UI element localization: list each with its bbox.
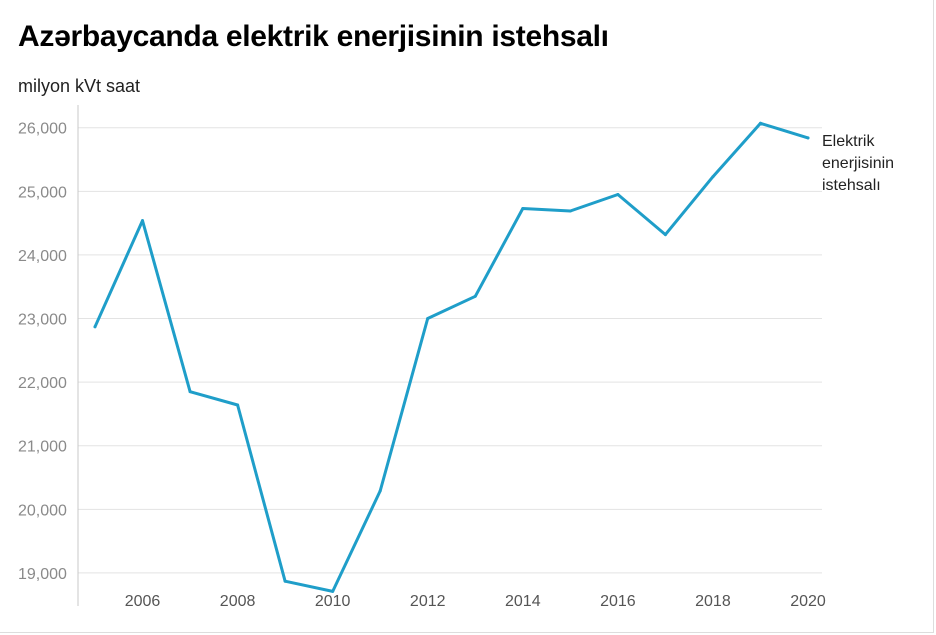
x-tick-label: 2008 xyxy=(220,593,256,610)
y-tick-label: 24,000 xyxy=(18,248,67,265)
data-point xyxy=(758,121,762,125)
x-tick-label: 2018 xyxy=(695,593,731,610)
data-point xyxy=(473,294,477,298)
x-tick-label: 2016 xyxy=(600,593,636,610)
x-tick-label: 2012 xyxy=(410,593,446,610)
data-point xyxy=(426,317,430,321)
data-point xyxy=(283,579,287,583)
y-tick-label: 26,000 xyxy=(18,121,67,138)
grid-lines xyxy=(78,127,822,574)
data-point xyxy=(806,136,810,140)
series-line xyxy=(93,121,810,593)
data-point xyxy=(188,390,192,394)
series-label: istehsalı xyxy=(822,177,881,194)
x-tick-label: 2020 xyxy=(790,593,826,610)
x-tick-label: 2010 xyxy=(315,593,351,610)
data-point xyxy=(521,206,525,210)
x-axis-ticks: 2006 2008 2010 2012 2014 2016 2018 2020 xyxy=(125,593,826,610)
data-point xyxy=(711,175,715,179)
y-tick-label: 22,000 xyxy=(18,375,67,392)
data-point xyxy=(663,233,667,237)
data-point xyxy=(93,325,97,329)
x-tick-label: 2006 xyxy=(125,593,161,610)
data-point xyxy=(378,489,382,493)
y-tick-label: 25,000 xyxy=(18,184,67,201)
series-label: Elektrik xyxy=(822,133,875,150)
data-point xyxy=(236,403,240,407)
y-axis-ticks: 19,000 20,000 21,000 22,000 23,000 24,000 25,0… xyxy=(18,121,67,583)
y-tick-label: 21,000 xyxy=(18,439,67,456)
chart-title: Azərbaycanda elektrik enerjisinin istehs… xyxy=(18,20,609,53)
series-label-layer: Elektrik enerjisinin istehsalı xyxy=(822,133,894,194)
data-point xyxy=(568,209,572,213)
y-tick-label: 20,000 xyxy=(18,502,67,519)
series-layer xyxy=(93,121,810,593)
y-tick-label: 19,000 xyxy=(18,566,67,583)
data-point xyxy=(616,193,620,196)
chart-subtitle: milyon kVt saat xyxy=(18,76,141,96)
data-point xyxy=(141,219,145,223)
series-label: enerjisinin xyxy=(822,155,894,172)
y-tick-label: 23,000 xyxy=(18,312,67,329)
data-point xyxy=(331,589,335,593)
x-tick-label: 2014 xyxy=(505,593,541,610)
